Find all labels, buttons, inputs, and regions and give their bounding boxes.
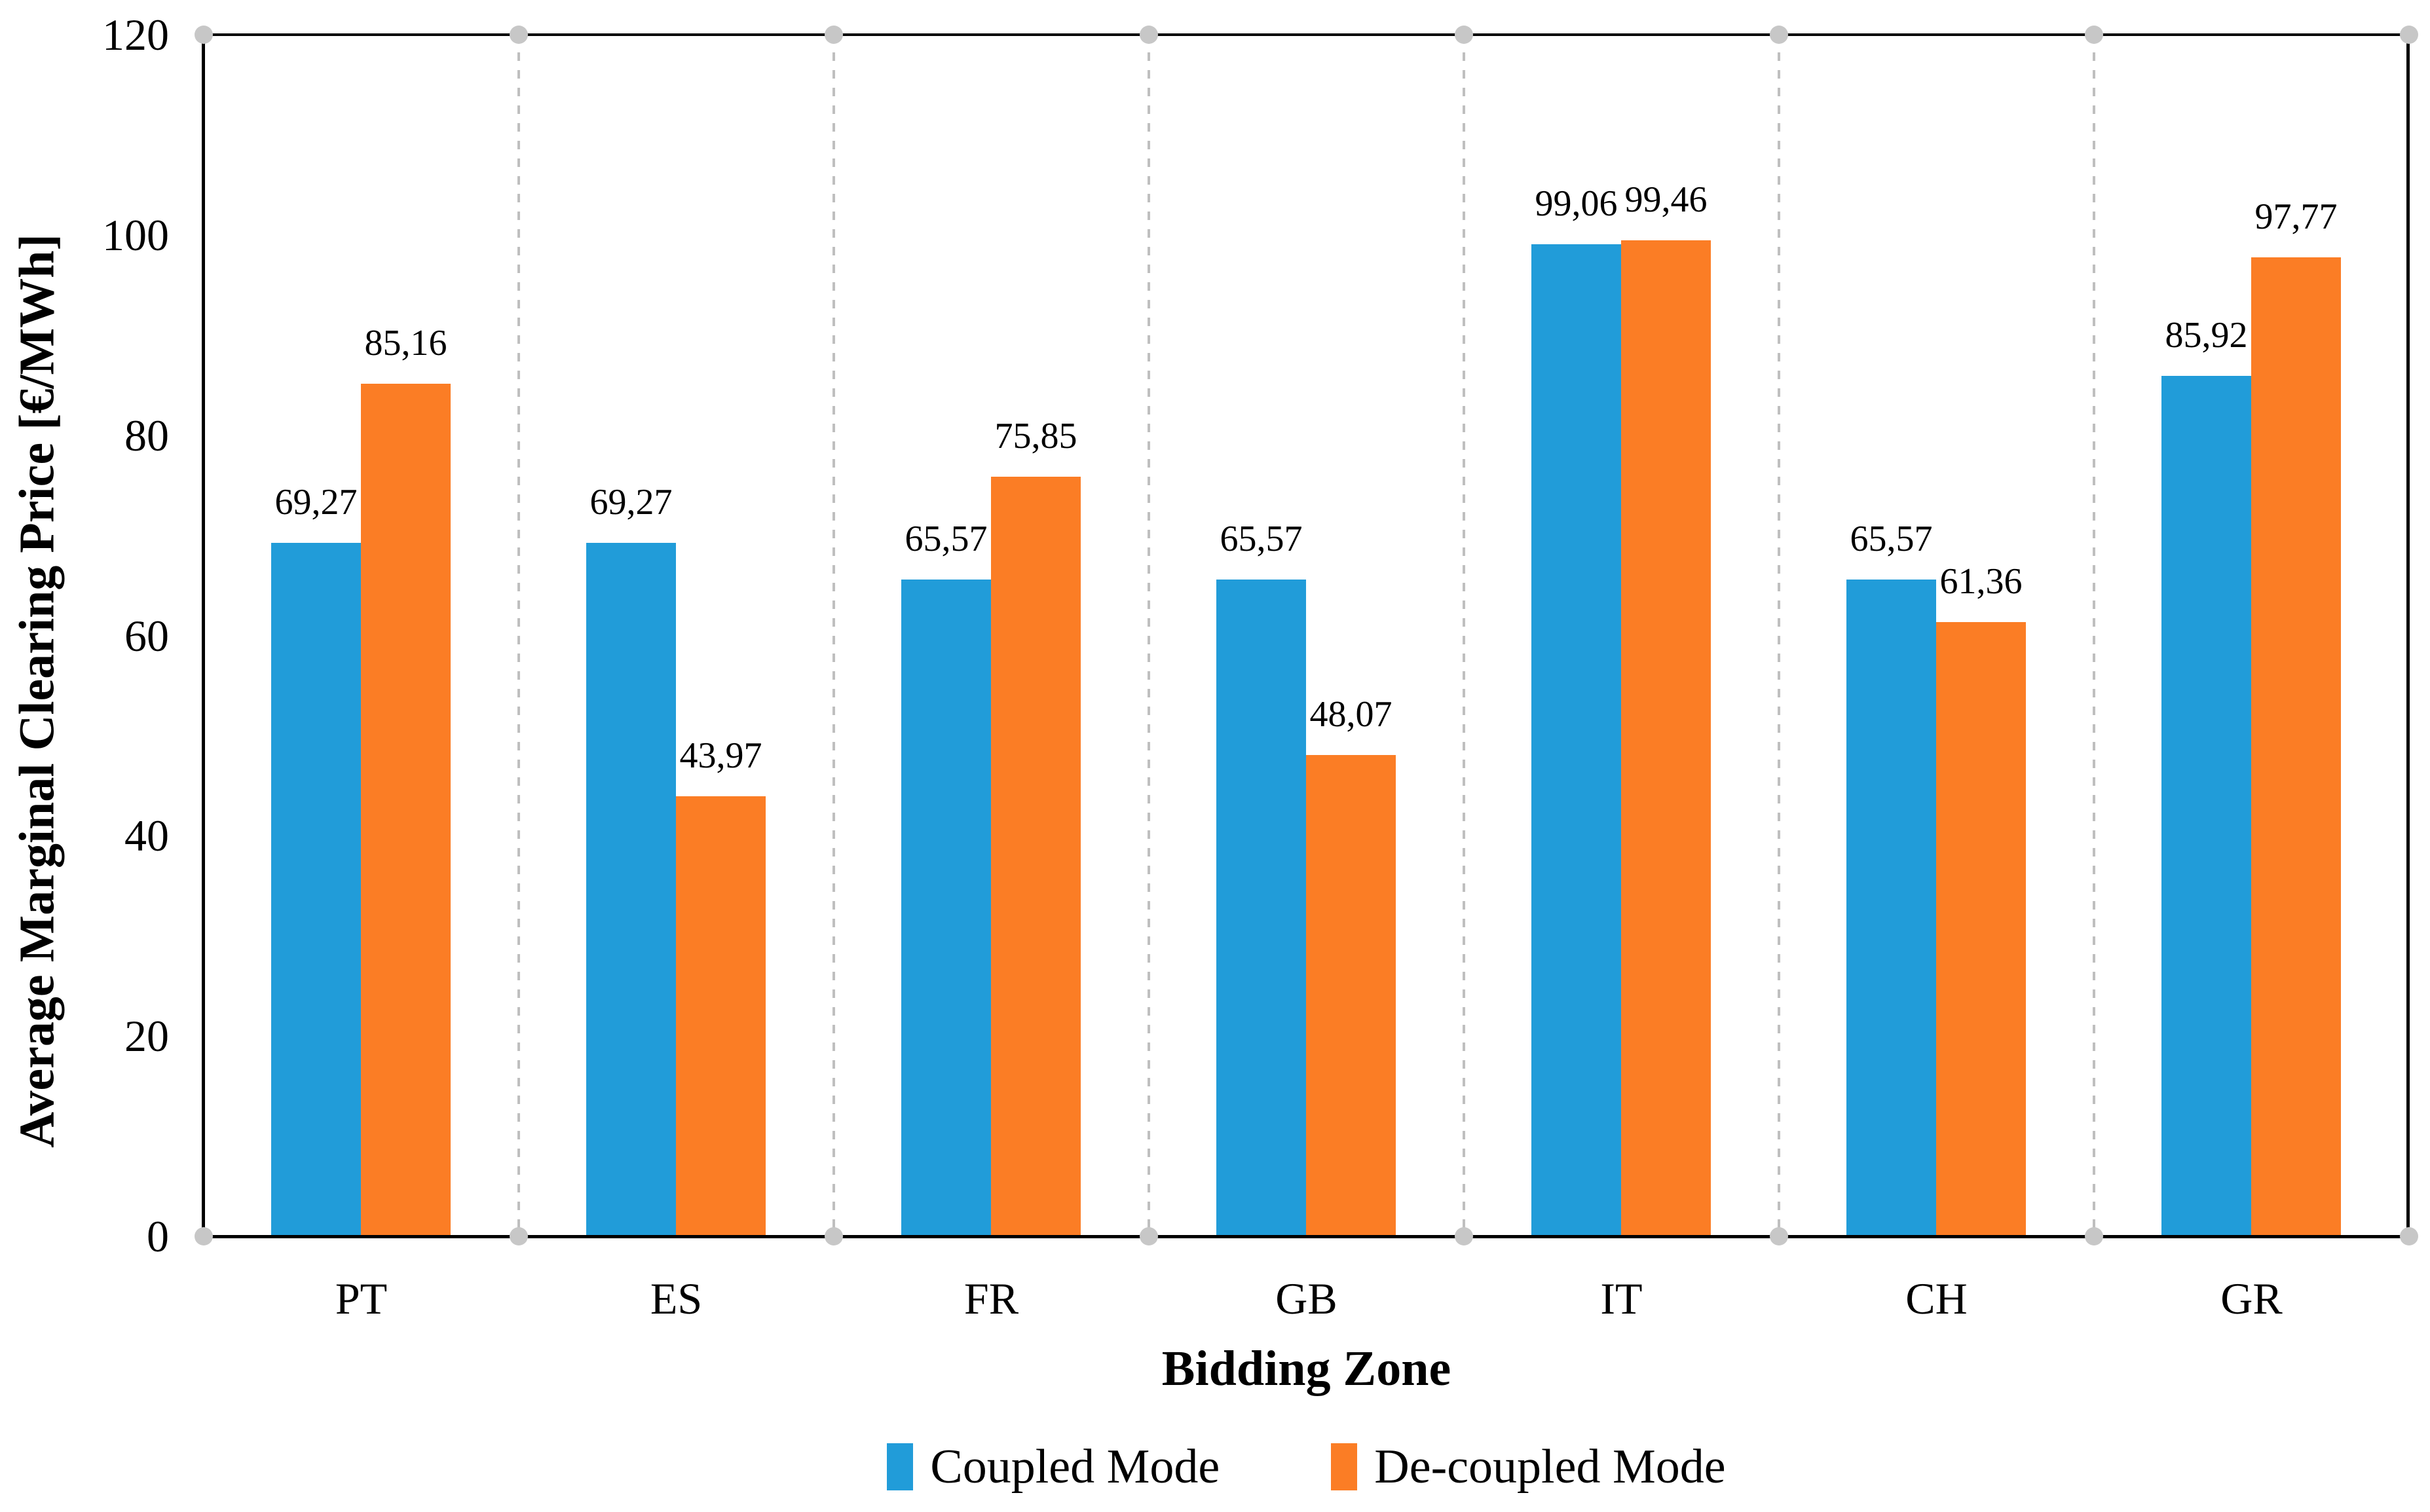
bar-label-de-coupled-mode-pt: 85,16 (364, 322, 447, 363)
gridline-4 (1463, 35, 1465, 1236)
grid-dot (1140, 1227, 1158, 1245)
bar-de-coupled-mode-it (1621, 240, 1711, 1236)
grid-dot (2085, 26, 2103, 44)
bar-coupled-mode-es (586, 542, 676, 1236)
bar-de-coupled-mode-ch (1936, 621, 2026, 1236)
bar-de-coupled-mode-es (676, 796, 766, 1236)
gridline-1 (517, 35, 520, 1236)
x-tick-label-gb: GB (1275, 1274, 1337, 1323)
bar-coupled-mode-pt (271, 542, 361, 1236)
bar-label-de-coupled-mode-ch: 61,36 (1939, 561, 2023, 602)
x-tick-label-es: ES (650, 1274, 703, 1323)
grid-dot (195, 26, 213, 44)
x-axis-line (202, 1235, 2411, 1238)
legend-swatch-de-coupled-mode (1331, 1443, 1358, 1490)
bar-de-coupled-mode-fr (991, 477, 1081, 1236)
grid-dot (825, 1227, 843, 1245)
bar-label-de-coupled-mode-fr: 75,85 (994, 416, 1077, 457)
bar-label-coupled-mode-es: 69,27 (589, 481, 673, 523)
bar-label-de-coupled-mode-it: 99,46 (1624, 179, 1708, 221)
bar-coupled-mode-ch (1846, 580, 1936, 1236)
legend: Coupled Mode De-coupled Mode (204, 1431, 2409, 1503)
plot-border-right (2406, 33, 2410, 1238)
bar-label-coupled-mode-it: 99,06 (1535, 183, 1618, 225)
y-tick-label-120: 120 (102, 10, 169, 60)
bar-coupled-mode-gr (2161, 376, 2251, 1236)
bar-label-de-coupled-mode-es: 43,97 (679, 735, 762, 776)
grid-dot (510, 26, 528, 44)
gridline-5 (1778, 35, 1780, 1236)
legend-label-coupled-mode: Coupled Mode (930, 1440, 1220, 1494)
x-axis-title: Bidding Zone (1161, 1341, 1451, 1396)
y-tick-label-0: 0 (147, 1211, 169, 1261)
bar-label-coupled-mode-fr: 65,57 (905, 519, 988, 560)
bar-label-de-coupled-mode-gr: 97,77 (2254, 196, 2338, 237)
bar-label-de-coupled-mode-gb: 48,07 (1309, 693, 1393, 735)
bar-label-coupled-mode-pt: 69,27 (274, 481, 358, 523)
legend-swatch-coupled-mode (887, 1443, 914, 1490)
bar-de-coupled-mode-pt (361, 383, 451, 1236)
y-axis-line (202, 33, 205, 1238)
gridline-2 (832, 35, 835, 1236)
gridline-3 (1148, 35, 1150, 1236)
x-tick-label-fr: FR (963, 1274, 1019, 1323)
bar-coupled-mode-fr (901, 580, 991, 1236)
bar-coupled-mode-gb (1216, 580, 1306, 1236)
bar-de-coupled-mode-gb (1306, 754, 1396, 1236)
bar-de-coupled-mode-gr (2251, 257, 2341, 1236)
plot-border-top (202, 33, 2411, 36)
grid-dot (195, 1227, 213, 1245)
y-tick-label-100: 100 (102, 210, 169, 260)
x-tick-label-pt: PT (335, 1274, 388, 1323)
grid-dot (1140, 26, 1158, 44)
bar-label-coupled-mode-gr: 85,92 (2165, 315, 2248, 356)
bar-coupled-mode-it (1531, 244, 1621, 1236)
y-tick-label-40: 40 (124, 811, 169, 861)
legend-item-de-coupled-mode: De-coupled Mode (1331, 1431, 1726, 1503)
grid-dot (1770, 1227, 1788, 1245)
legend-label-de-coupled-mode: De-coupled Mode (1374, 1440, 1726, 1494)
grid-dot (1455, 1227, 1473, 1245)
x-tick-label-it: IT (1600, 1274, 1643, 1323)
grid-dot (2085, 1227, 2103, 1245)
y-tick-label-20: 20 (124, 1011, 169, 1061)
grid-dot (825, 26, 843, 44)
grid-dot (1455, 26, 1473, 44)
bar-label-coupled-mode-ch: 65,57 (1850, 519, 1933, 560)
x-tick-label-ch: CH (1905, 1274, 1968, 1323)
x-tick-label-gr: GR (2220, 1274, 2283, 1323)
grid-dot (2400, 1227, 2418, 1245)
bar-label-coupled-mode-gb: 65,57 (1220, 519, 1303, 560)
grid-dot (510, 1227, 528, 1245)
grid-dot (1770, 26, 1788, 44)
plot-area: 69,27 85,16 69,27 43,97 65,57 75,85 65,57 48,07… (195, 26, 2418, 1245)
y-tick-label-60: 60 (124, 610, 169, 661)
y-tick-label-80: 80 (124, 410, 169, 460)
legend-item-coupled-mode: Coupled Mode (887, 1431, 1220, 1503)
grid-dot (2400, 26, 2418, 44)
gridline-6 (2093, 35, 2095, 1236)
